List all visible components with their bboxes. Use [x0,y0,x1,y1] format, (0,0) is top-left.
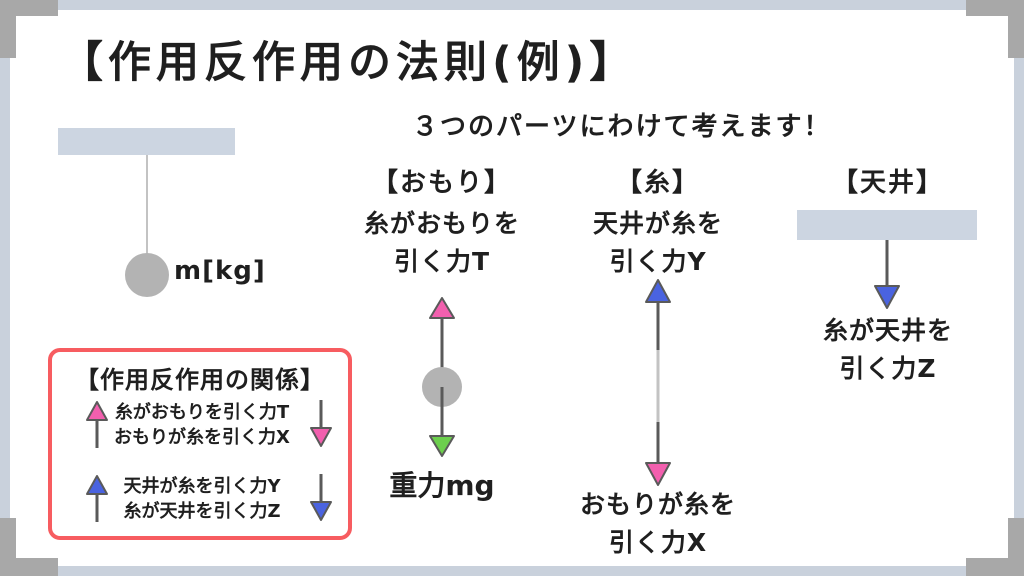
corner-bracket-bottom-left [0,518,58,576]
frame-strip-left [0,0,10,576]
up-arrow-blue-icon [645,279,671,303]
force-x-line2: 引く力X [608,528,708,557]
pair1-down-arrow-pink-icon [310,400,332,447]
pair2-down-arrow-blue-icon [310,474,332,521]
up-arrow-pink-icon [429,297,455,319]
omori-force-diagram [422,297,462,457]
relation-box: 【作用反作用の関係】 糸がおもりを引く力T おもりが糸を引く力X 天井が糸を引く… [48,348,352,540]
ceiling-bar-tenjo [797,210,977,240]
frame-strip-top [0,0,1024,10]
gravity-label: 重力mg [389,469,495,502]
frame-strip-right [1014,0,1024,576]
section-header-ito: 【糸】 [615,168,700,198]
pair2-line1: 天井が糸を引く力Y [123,476,281,497]
mass-label: m[kg] [174,256,266,286]
tension-t-line2: 引く力T [393,247,491,276]
section-header-tenjo: 【天井】 [831,168,944,198]
force-y-line1: 天井が糸を [592,209,723,238]
corner-bracket-top-left [0,0,58,58]
force-x-line1: おもりが糸を [579,490,736,519]
force-z-label: 糸が天井を 引く力Z [793,312,983,388]
mass-ball-left [125,253,169,297]
force-x-label: おもりが糸を 引く力X [563,486,753,562]
down-arrow-pink-icon [645,462,671,486]
down-arrow-blue-icon [874,285,900,309]
ito-force-diagram [645,279,671,486]
relation-pair-2: 天井が糸を引く力Y 糸が天井を引く力Z [104,474,300,524]
string-line-left [146,155,148,255]
section-header-omori: 【おもり】 [371,168,512,198]
corner-bracket-bottom-right [966,518,1024,576]
force-z-line2: 引く力Z [839,354,937,383]
frame-strip-bottom [0,566,1024,576]
tension-t-label: 糸がおもりを 引く力T [347,205,537,281]
page-title: 【作用反作用の法則(例)】 [60,38,638,88]
corner-bracket-top-right [966,0,1024,58]
relation-pair-1: 糸がおもりを引く力T おもりが糸を引く力X [104,400,300,450]
pair1-line1: 糸がおもりを引く力T [114,402,290,423]
pair1-up-arrow-pink-icon [86,401,108,448]
down-arrow-green-icon [429,435,455,457]
force-y-line2: 引く力Y [609,247,707,276]
force-y-label: 天井が糸を 引く力Y [563,205,753,281]
subtitle: ３つのパーツにわけて考えます！ [412,112,832,142]
ceiling-bar-left [58,128,235,155]
relation-box-title: 【作用反作用の関係】 [75,366,325,394]
tenjo-force-diagram [874,240,900,309]
pair2-up-arrow-blue-icon [86,475,108,522]
tension-t-line1: 糸がおもりを [363,209,520,238]
pair1-line2: おもりが糸を引く力X [114,427,290,448]
force-z-line1: 糸が天井を [822,316,953,345]
pair2-line2: 糸が天井を引く力Z [123,501,281,522]
